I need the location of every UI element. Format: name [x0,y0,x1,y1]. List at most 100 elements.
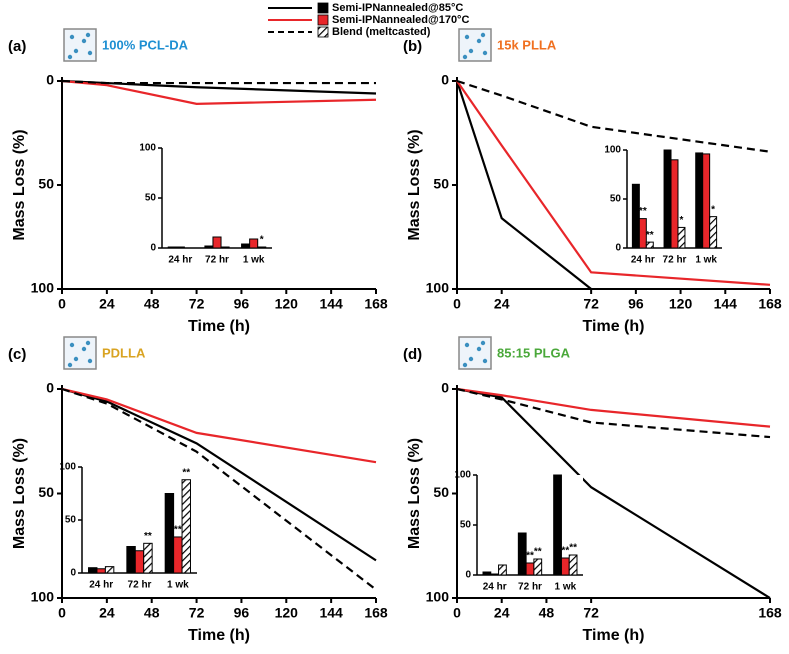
bar [695,152,704,249]
bar [677,226,686,249]
significance-label: ** [526,551,534,562]
y-axis-label: Mass Loss (%) [11,129,28,240]
legend-label: Semi-IPNannealed@170°C [332,14,469,26]
x-tick-label: 48 [144,605,160,621]
bar [134,550,145,574]
x-axis-label: Time (h) [583,318,645,335]
icon-dot [85,32,91,38]
icon-dot [87,50,93,56]
panel-title: 100% PCL-DA [102,37,189,52]
bar [175,246,185,249]
x-tick-label: 0 [58,605,66,621]
x-tick-label: 72 [583,605,599,621]
x-axis-label: Time (h) [583,627,645,644]
icon-dot [81,346,87,352]
x-tick-label: 96 [234,296,250,312]
data-line [455,80,592,290]
x-axis-label: Time (h) [188,627,250,644]
x-tick-label: 24 [494,605,510,621]
icon-dot [67,54,73,60]
x-tick-label: 72 [189,296,205,312]
bar [533,558,543,576]
bar [96,568,106,574]
icon-dot [476,38,482,44]
y-axis-label: Mass Loss (%) [406,129,423,240]
bar [104,566,115,574]
y-tick-label: 0 [441,72,449,88]
x-tick-label: 144 [319,605,343,621]
inset-category-label: 1 wk [554,582,576,593]
bar [164,493,175,574]
bar [498,564,507,576]
bar [181,479,191,574]
icon-dot [482,50,488,56]
icon-dot [67,362,73,368]
x-tick-label: 72 [189,605,205,621]
inset-y-tick-label: 50 [610,194,622,205]
panel-label: (b) [403,38,422,55]
y-axis-label: Mass Loss (%) [406,438,423,549]
inset-category-label: 24 hr [631,255,655,266]
significance-label: ** [561,546,569,557]
legend-swatch [317,2,329,14]
icon-dot [85,340,91,346]
x-tick-label: 48 [539,605,555,621]
x-tick-label: 168 [364,296,388,312]
x-tick-label: 120 [275,605,299,621]
data-line [61,387,377,591]
bar [553,474,562,576]
significance-label: ** [182,467,190,478]
x-tick-label: 168 [758,605,782,621]
icon-dot [462,362,468,368]
inset-y-tick-label: 0 [465,570,471,581]
inset-category-label: 24 hr [168,255,192,266]
y-axis-label: Mass Loss (%) [11,438,28,549]
data-line [61,79,376,85]
bar [638,218,647,249]
inset-category-label: 72 hr [128,580,152,591]
data-line [61,387,377,464]
icon-dot [482,358,488,364]
significance-label: * [680,215,684,226]
panel-icon [63,28,97,62]
x-tick-label: 120 [669,296,693,312]
inset-category-label: 24 hr [483,582,507,593]
bar [560,557,570,576]
bar [482,571,492,576]
panel-title: 15k PLLA [497,37,557,52]
x-tick-label: 96 [234,605,250,621]
panel-icon [458,28,492,62]
significance-label: * [260,235,264,246]
bar [663,149,672,249]
icon-dot [69,34,75,40]
icon-dot [476,346,482,352]
legend-swatch [317,14,329,26]
panel-label: (c) [8,346,26,363]
inset-category-label: 24 hr [89,580,113,591]
icon-dot [464,34,470,40]
panel-icon [63,336,97,370]
legend-swatch [317,26,329,38]
x-tick-label: 96 [628,296,644,312]
bar [220,246,230,249]
bar [126,546,136,574]
inset-y-tick-label: 100 [604,145,621,156]
bar [249,238,259,249]
data-line [456,387,771,428]
significance-label: * [711,204,715,215]
bar [709,216,718,249]
legend-label: Blend (meltcasted) [332,26,431,38]
panel-label: (d) [403,346,422,363]
icon-dot [468,48,474,54]
y-tick-label: 0 [441,380,449,396]
icon-dot [462,54,468,60]
bar [167,246,177,249]
panel-label: (a) [8,38,26,55]
y-tick-label: 100 [426,589,450,605]
inset-y-tick-label: 50 [460,520,472,531]
significance-label: ** [174,525,182,536]
inset-y-tick-label: 100 [139,143,156,154]
icon-dot [87,358,93,364]
x-tick-label: 48 [144,296,160,312]
bar [88,567,98,574]
